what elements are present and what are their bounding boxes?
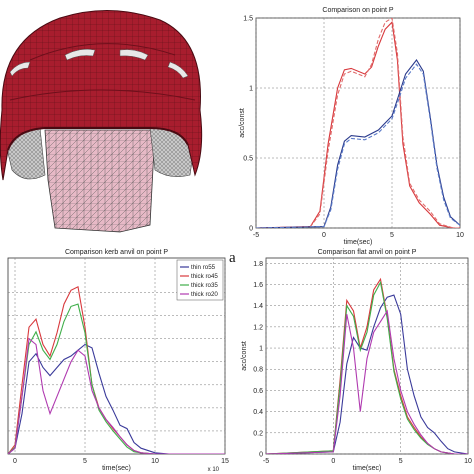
y-axis-label: acc/const — [239, 108, 246, 138]
x-tick-label: 5 — [390, 232, 394, 239]
x-tick-label: 10 — [151, 458, 159, 465]
series-line-4 — [8, 337, 225, 454]
chart-panel-b: 0 5 10 15 x 10 Comparison kerb anvil on point… — [0, 244, 235, 474]
legend-entry: thick ro20 — [191, 291, 218, 298]
series-line-3 — [8, 303, 225, 454]
y-tick-label: 0.2 — [253, 430, 263, 437]
vent-right — [167, 61, 189, 79]
series-line-1 — [8, 343, 225, 454]
x-axis-label: time(sec) — [102, 465, 131, 472]
y-tick-label: 1 — [259, 346, 263, 353]
x-tick-label: 10 — [464, 458, 472, 465]
x-tick-label: -5 — [263, 458, 269, 465]
vent-center-right — [119, 49, 149, 61]
x-axis-label: time(sec) — [353, 465, 382, 472]
y-tick-label: 1.5 — [243, 16, 253, 23]
y-tick-label: 0 — [259, 452, 263, 459]
legend-entry: thick ro45 — [191, 273, 218, 280]
legend-entry: thick ro35 — [191, 282, 218, 289]
series-line-2 — [256, 18, 460, 228]
helmet-mesh-drawing — [0, 9, 203, 233]
x-tick-label: 0 — [331, 458, 335, 465]
series-line-1 — [266, 294, 468, 454]
x-multiplier-label: x 10 — [208, 467, 220, 473]
y-tick-label: 0.8 — [253, 367, 263, 374]
series-line-1 — [256, 21, 460, 228]
y-tick-label: 0 — [249, 226, 253, 233]
y-tick-label: 0.5 — [243, 156, 253, 163]
y-tick-label: 1 — [249, 86, 253, 93]
figure-label: a — [229, 250, 236, 266]
y-tick-label: 0.4 — [253, 409, 263, 416]
series-line-3 — [256, 59, 460, 228]
x-tick-label: 0 — [13, 458, 17, 465]
chart-title: Comparison on point P — [322, 7, 394, 14]
series-line-4 — [256, 63, 460, 228]
y-tick-label: 1.2 — [253, 324, 263, 331]
y-tick-label: 1.6 — [253, 282, 263, 289]
chart-panel-c: -5 0 5 10 0 0.2 0.4 0.6 0.8 1 1.2 1.4 1.6 1.8 Comparis… — [236, 244, 474, 474]
plot-frame — [265, 257, 469, 455]
y-tick-label: 1.8 — [253, 261, 263, 268]
x-tick-label: 10 — [456, 232, 464, 239]
chart-title: Comparison kerb anvil on point P — [65, 249, 168, 256]
y-tick-label: 1.4 — [253, 303, 263, 310]
x-tick-label: 0 — [322, 232, 326, 239]
x-tick-label: -5 — [253, 232, 259, 239]
chart-c: -5 0 5 1000.20.40.60.811.21.41.61.8Comparis… — [241, 249, 472, 472]
x-axis-label: time(sec) — [344, 239, 373, 246]
chart-title: Comparison flat anvil on point P — [318, 249, 417, 256]
chart-b: 0 5 10 15x 10 Comparison kerb anvil on point… — [7, 249, 229, 473]
legend-entry: thin ro55 — [191, 264, 216, 271]
plot-frame — [255, 17, 461, 229]
x-tick-label: 15 — [221, 458, 229, 465]
vent-left — [9, 61, 31, 77]
x-tick-label: 5 — [83, 458, 87, 465]
y-tick-label: 0.6 — [253, 388, 263, 395]
x-tick-label: 5 — [399, 458, 403, 465]
series-line-4 — [266, 309, 468, 454]
y-axis-label: acc/const — [241, 341, 248, 371]
helmet-mesh-image — [0, 0, 232, 236]
vent-center-left — [64, 48, 96, 61]
